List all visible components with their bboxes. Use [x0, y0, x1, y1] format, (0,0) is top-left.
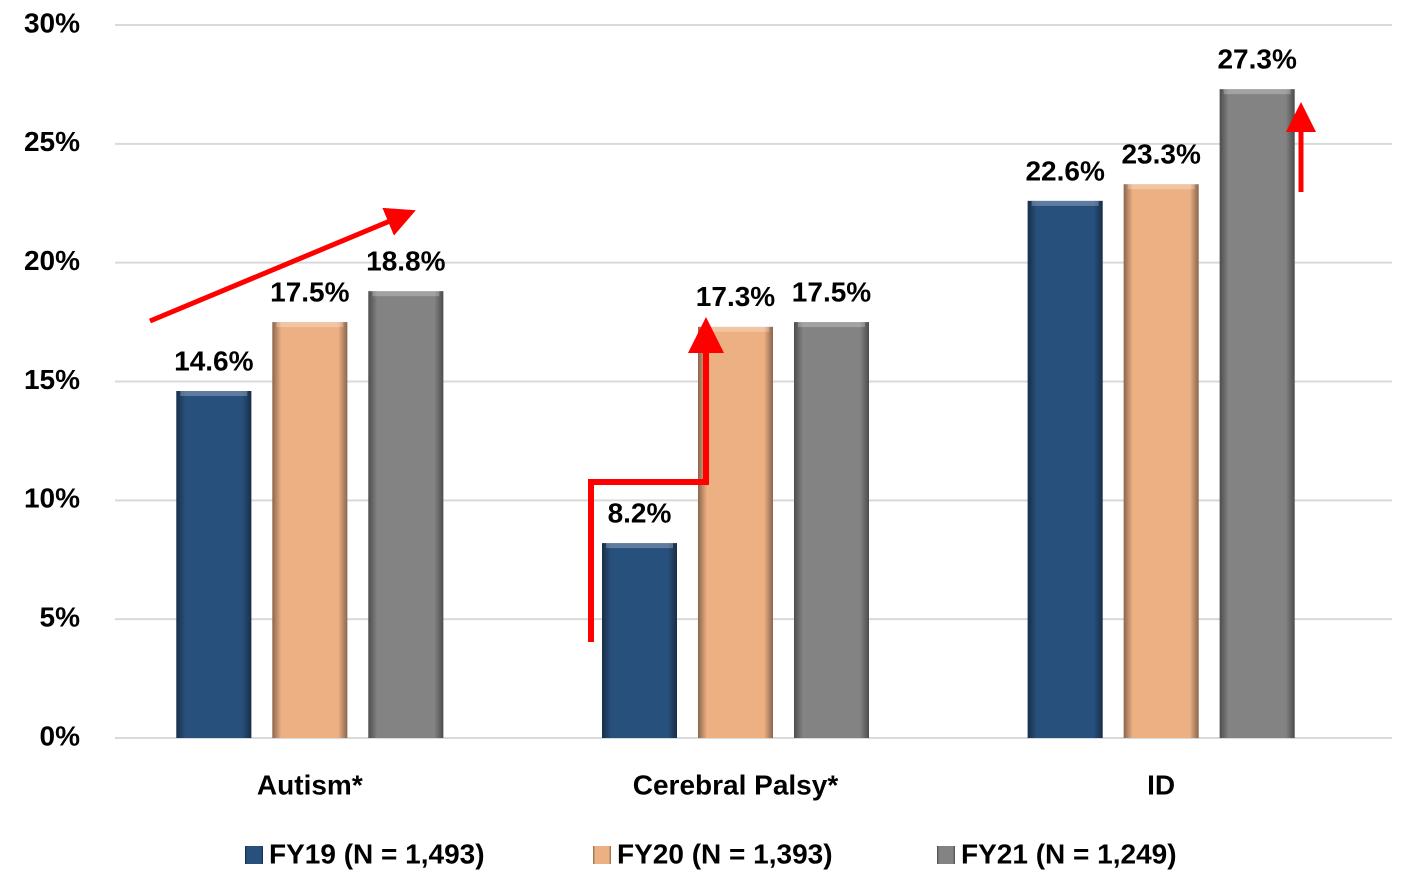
y-tick-label: 25%	[24, 126, 80, 157]
data-label: 17.5%	[270, 276, 349, 307]
bar-cap	[1223, 89, 1291, 95]
bar-cap	[1127, 184, 1195, 190]
arrow	[588, 317, 724, 642]
bar-shade	[1027, 200, 1103, 738]
bar-cap	[606, 543, 673, 549]
x-tick-label: Cerebral Palsy*	[633, 769, 839, 800]
y-tick-label: 0%	[40, 720, 81, 751]
bar-shade	[794, 322, 869, 738]
annotation-arrows	[149, 102, 1316, 642]
bar-shade	[602, 543, 677, 738]
y-tick-label: 15%	[24, 364, 80, 395]
bar-cap	[798, 322, 865, 328]
y-tick-label: 30%	[24, 7, 80, 38]
bar-shade	[1219, 89, 1295, 739]
legend-label: FY21 (N = 1,249)	[961, 838, 1177, 869]
y-tick-label: 5%	[40, 602, 81, 633]
bar-cap	[702, 326, 769, 332]
data-label: 22.6%	[1025, 155, 1104, 186]
legend-marker-shade	[937, 846, 955, 864]
data-label: 14.6%	[174, 345, 253, 376]
bar-shade	[176, 391, 252, 738]
bar-cap	[372, 291, 440, 297]
legend-label: FY20 (N = 1,393)	[617, 838, 833, 869]
arrow	[149, 207, 416, 324]
data-label: 18.8%	[366, 246, 445, 277]
bar-shade	[368, 291, 444, 738]
x-tick-label: ID	[1147, 769, 1175, 800]
legend-marker-shade	[245, 846, 263, 864]
bar-cap	[276, 322, 344, 328]
data-label: 27.3%	[1217, 44, 1296, 75]
data-label: 17.3%	[696, 281, 775, 312]
data-label: 23.3%	[1121, 139, 1200, 170]
bar-shade	[1123, 184, 1199, 738]
data-label: 8.2%	[608, 498, 672, 529]
legend-label: FY19 (N = 1,493)	[269, 838, 485, 869]
data-label: 17.5%	[792, 276, 871, 307]
bar-shade	[698, 326, 773, 738]
bar-shade	[272, 322, 348, 738]
y-tick-label: 10%	[24, 483, 80, 514]
bar-cap	[1031, 200, 1099, 206]
legend-marker-shade	[593, 846, 611, 864]
x-tick-label: Autism*	[257, 769, 363, 800]
bar-cap	[180, 391, 248, 397]
y-tick-label: 20%	[24, 245, 80, 276]
